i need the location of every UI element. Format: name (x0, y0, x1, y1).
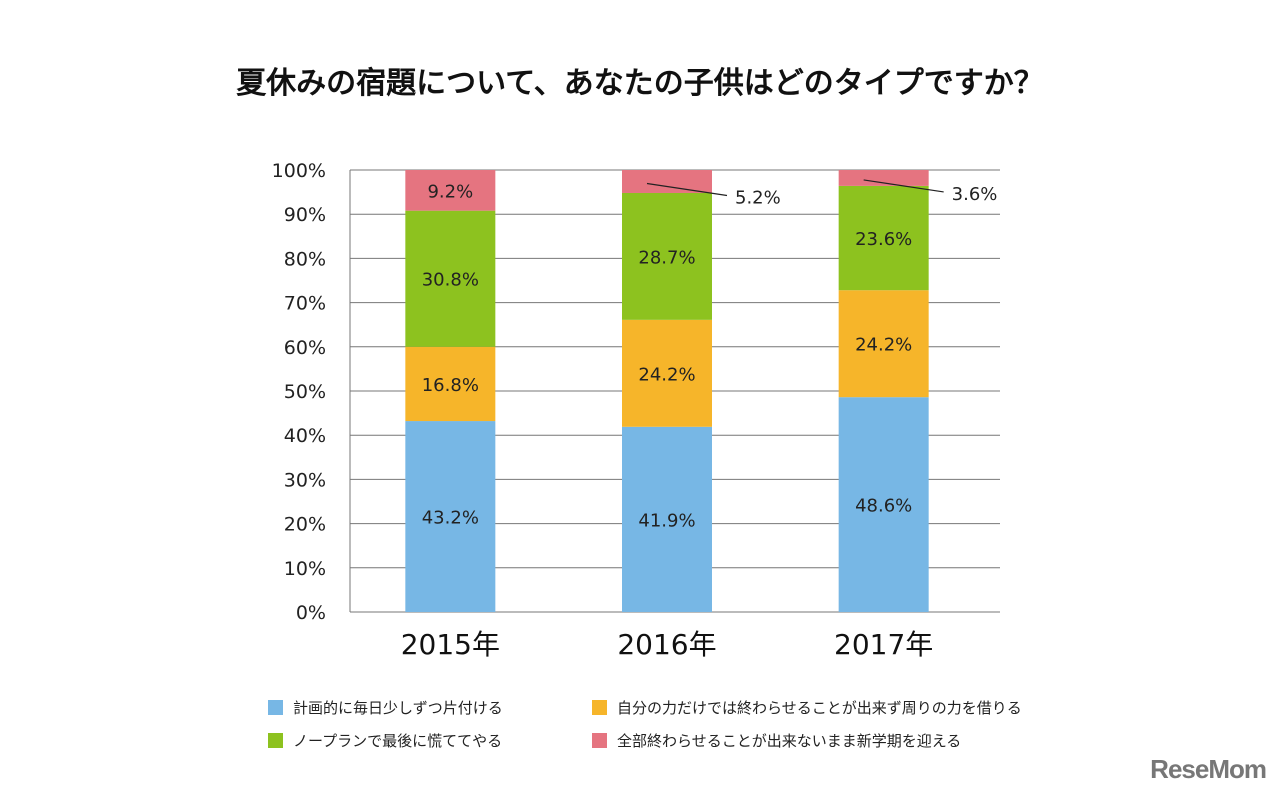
y-tick-label: 10% (284, 558, 326, 580)
y-tick-label: 70% (284, 293, 326, 315)
data-label: 23.6% (855, 229, 912, 250)
bar-segment (405, 346, 496, 422)
data-label: 24.2% (638, 364, 695, 385)
legend-item-0: 計画的に毎日少しずつ片付ける (268, 697, 503, 718)
chart-title: 夏休みの宿題について、あなたの子供はどのタイプですか？ (236, 66, 1044, 101)
legend-item-3: 全部終わらせることが出来ないまま新学期を迎える (592, 730, 961, 751)
y-tick-label: 20% (284, 514, 326, 536)
bar-segment (838, 290, 929, 398)
y-tick-label: 0% (296, 602, 326, 624)
bar-segment (622, 170, 712, 193)
bar-segment (838, 185, 929, 291)
x-tick-label: 2016年 (617, 628, 716, 661)
legend-swatch (268, 700, 283, 715)
bar-segment (838, 397, 929, 612)
y-tick-label: 60% (284, 337, 326, 359)
data-label: 48.6% (855, 496, 912, 517)
legend-label: 計画的に毎日少しずつ片付ける (293, 699, 503, 717)
data-label: 43.2% (422, 508, 479, 529)
x-tick-label: 2017年 (834, 628, 933, 661)
bar-segment (622, 319, 712, 427)
leader-line (863, 179, 944, 193)
leader-line (646, 182, 728, 197)
legend-swatch (268, 733, 283, 748)
data-label: 16.8% (422, 375, 479, 396)
data-label: 9.2% (427, 181, 473, 202)
bar-segment (405, 210, 496, 347)
y-tick-label: 90% (284, 204, 326, 226)
y-tick-label: 30% (284, 469, 326, 491)
legend-label: ノープランで最後に慌ててやる (293, 732, 503, 750)
bar-segment (405, 170, 496, 211)
x-tick-label: 2015年 (401, 628, 500, 661)
bar-segment (622, 426, 712, 612)
data-label: 41.9% (638, 510, 695, 531)
data-label: 3.6% (952, 184, 998, 205)
y-tick-label: 40% (284, 425, 326, 447)
legend-swatch (592, 700, 607, 715)
legend-item-2: ノープランで最後に慌ててやる (268, 730, 502, 751)
y-tick-label: 50% (284, 381, 326, 403)
data-label: 30.8% (422, 270, 479, 291)
legend-swatch (592, 733, 607, 748)
bar-segment (405, 421, 496, 612)
legend-label: 全部終わらせることが出来ないまま新学期を迎える (617, 732, 962, 750)
y-tick-label: 80% (284, 248, 326, 270)
data-label: 5.2% (735, 187, 781, 208)
bar-segment (622, 192, 712, 320)
bar-segment (838, 170, 929, 186)
legend-item-1: 自分の力だけでは終わらせることが出来ず周りの力を借りる (592, 697, 1022, 718)
legend-label: 自分の力だけでは終わらせることが出来ず周りの力を借りる (617, 699, 1022, 717)
resemom-logo: ReseMom (1150, 754, 1267, 784)
data-label: 24.2% (855, 335, 912, 356)
y-tick-label: 100% (272, 160, 326, 182)
data-label: 28.7% (638, 247, 695, 268)
